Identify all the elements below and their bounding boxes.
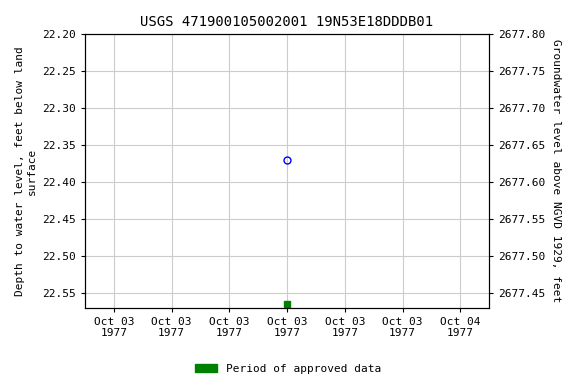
- Y-axis label: Groundwater level above NGVD 1929, feet: Groundwater level above NGVD 1929, feet: [551, 40, 561, 303]
- Y-axis label: Depth to water level, feet below land
surface: Depth to water level, feet below land su…: [15, 46, 37, 296]
- Title: USGS 471900105002001 19N53E18DDDB01: USGS 471900105002001 19N53E18DDDB01: [141, 15, 434, 29]
- Legend: Period of approved data: Period of approved data: [191, 359, 385, 379]
